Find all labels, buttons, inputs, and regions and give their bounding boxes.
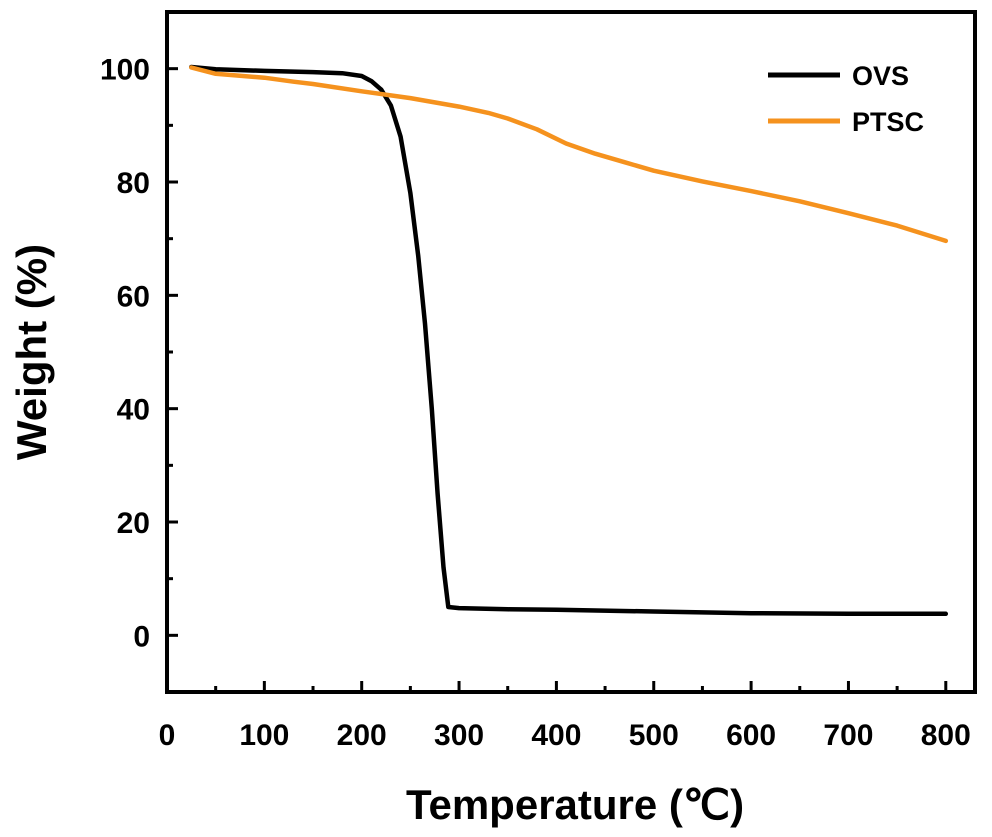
series-layer: [189, 64, 949, 617]
x-tick-label: 500: [629, 719, 679, 752]
series-line-ptsc: [189, 65, 949, 244]
x-tick-label: 0: [159, 719, 176, 752]
y-axis-tick-labels: 0 20 40 60 80 100: [100, 54, 150, 654]
x-tick-label: 600: [726, 719, 776, 752]
x-tick-label: 700: [823, 719, 873, 752]
x-tick-label: 200: [337, 719, 387, 752]
y-tick-label: 20: [117, 507, 150, 540]
x-tick-label: 100: [239, 719, 289, 752]
x-tick-label: 300: [434, 719, 484, 752]
x-axis-ticks: [165, 681, 948, 692]
y-tick-label: 100: [100, 54, 150, 87]
y-tick-label: 40: [117, 394, 150, 427]
y-axis-title: Weight (%): [8, 244, 55, 460]
legend-label-ovs: OVS: [852, 61, 909, 91]
legend: OVS PTSC: [768, 61, 924, 137]
series-line-ovs: [189, 64, 949, 617]
y-axis-ticks: [167, 10, 178, 694]
x-axis-tick-labels: 0 100 200 300 400 500 600 700 800: [159, 719, 971, 752]
legend-label-ptsc: PTSC: [852, 107, 924, 137]
x-tick-label: 400: [531, 719, 581, 752]
y-tick-label: 80: [117, 167, 150, 200]
y-tick-label: 0: [133, 620, 150, 653]
x-axis-title: Temperature (℃): [406, 781, 744, 828]
y-tick-label: 60: [117, 280, 150, 313]
x-tick-label: 800: [921, 719, 971, 752]
